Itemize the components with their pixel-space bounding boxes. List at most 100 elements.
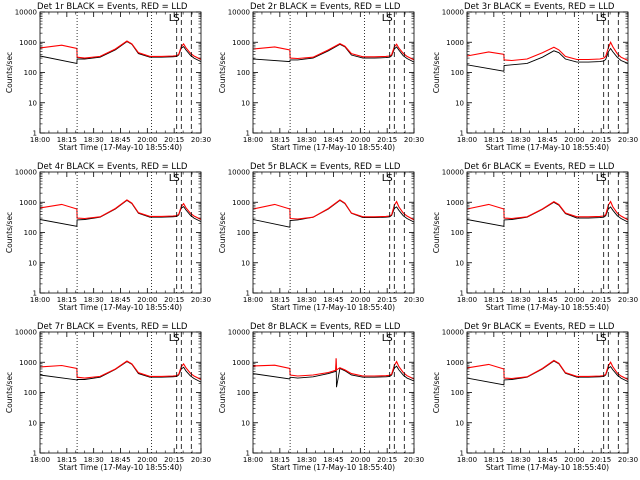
y-tick-label: 1 [460,450,464,458]
x-tick-label: 20:30 [404,456,424,464]
events-series-line [40,199,201,227]
x-tick-label: 18:15 [484,136,504,144]
x-tick-label: 18:00 [457,456,477,464]
x-tick-label: 18:15 [270,296,290,304]
y-tick-label: 100 [237,389,250,397]
x-tick-label: 18:30 [297,136,317,144]
marker-label: S [386,333,392,344]
lld-series-line [253,358,414,380]
y-axis-label: Counts/sec [5,52,14,93]
y-tick-label: 10000 [228,329,250,337]
y-tick-label: 100 [451,69,464,77]
events-series-line [40,41,201,64]
y-axis-label: Counts/sec [218,372,227,413]
y-tick-label: 100 [237,229,250,237]
x-tick-label: 18:30 [511,456,531,464]
x-tick-label: 20:30 [191,136,211,144]
y-tick-label: 1 [33,290,37,298]
x-tick-label: 20:00 [137,296,157,304]
x-tick-label: 20:00 [564,296,584,304]
x-tick-label: 20:00 [137,136,157,144]
marker-label: S [173,13,179,24]
y-tick-label: 1 [33,450,37,458]
x-tick-label: 18:30 [297,456,317,464]
x-axis-label: Start Time (17-May-10 18:55:40) [59,143,182,152]
events-series-line [467,201,628,227]
events-series-line [467,47,628,72]
y-tick-label: 10000 [15,9,37,17]
y-axis-label: Counts/sec [218,52,227,93]
x-tick-label: 20:30 [618,456,638,464]
x-tick-label: 18:00 [243,136,263,144]
marker-label: L [382,13,388,24]
y-tick-label: 10 [455,99,464,107]
x-tick-label: 18:00 [30,456,50,464]
x-axis-label: Start Time (17-May-10 18:55:40) [272,303,395,312]
x-axis-label: Start Time (17-May-10 18:55:40) [486,303,609,312]
x-tick-label: 20:00 [564,136,584,144]
y-tick-label: 10000 [228,9,250,17]
y-axis-label: Counts/sec [432,372,441,413]
y-tick-label: 1000 [19,359,37,367]
x-tick-label: 18:15 [484,456,504,464]
x-tick-label: 18:30 [297,296,317,304]
y-tick-label: 100 [24,69,37,77]
y-tick-label: 1000 [232,39,250,47]
y-tick-label: 1000 [232,199,250,207]
x-tick-label: 20:15 [377,136,397,144]
x-axis-label: Start Time (17-May-10 18:55:40) [272,143,395,152]
x-tick-label: 20:00 [350,136,370,144]
x-tick-label: 20:15 [377,296,397,304]
y-tick-label: 100 [24,229,37,237]
marker-label: S [173,173,179,184]
x-tick-label: 18:15 [270,456,290,464]
x-tick-label: 18:45 [110,136,130,144]
marker-label: L [596,173,602,184]
x-tick-label: 18:15 [57,456,77,464]
x-tick-label: 18:30 [511,136,531,144]
x-tick-label: 18:45 [537,456,557,464]
y-tick-label: 10 [28,419,37,427]
marker-label: S [386,173,392,184]
y-axis-label: Counts/sec [5,372,14,413]
x-tick-label: 20:30 [404,296,424,304]
x-axis-label: Start Time (17-May-10 18:55:40) [59,463,182,472]
lld-series-line [467,359,628,380]
x-tick-label: 18:15 [57,296,77,304]
x-tick-label: 18:30 [84,136,104,144]
events-series-line [40,361,201,383]
x-tick-label: 18:00 [457,296,477,304]
y-tick-label: 100 [451,389,464,397]
marker-label: L [169,13,175,24]
y-tick-label: 10 [241,419,250,427]
y-tick-label: 100 [237,69,250,77]
x-axis-label: Start Time (17-May-10 18:55:40) [272,463,395,472]
x-tick-label: 20:15 [164,456,184,464]
y-tick-label: 10000 [228,169,250,177]
y-axis-label: Counts/sec [432,52,441,93]
x-tick-label: 18:45 [323,456,343,464]
x-tick-label: 18:30 [511,296,531,304]
lld-series-line [40,360,201,380]
chart-title: Det 4r BLACK = Events, RED = LLD [37,162,188,172]
x-tick-label: 20:30 [404,136,424,144]
y-tick-label: 1000 [232,359,250,367]
x-tick-label: 20:15 [164,136,184,144]
marker-label: S [600,173,606,184]
y-tick-label: 1 [33,130,37,138]
events-series-line [253,358,414,388]
y-tick-label: 1000 [446,199,464,207]
y-tick-label: 10000 [15,169,37,177]
chart-title: Det 8r BLACK = Events, RED = LLD [250,322,401,332]
x-tick-label: 18:30 [84,456,104,464]
y-tick-label: 1000 [19,39,37,47]
y-tick-label: 10000 [15,329,37,337]
y-tick-label: 1 [460,290,464,298]
y-tick-label: 1 [246,290,250,298]
x-tick-label: 20:30 [191,296,211,304]
